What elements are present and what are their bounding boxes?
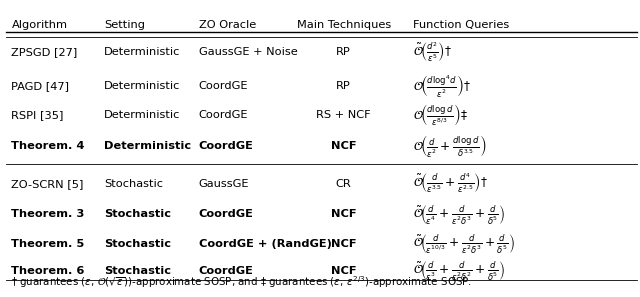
Text: GaussGE: GaussGE (198, 179, 249, 189)
Text: Theorem. 6: Theorem. 6 (12, 266, 85, 276)
Text: ZO Oracle: ZO Oracle (198, 20, 256, 30)
Text: Algorithm: Algorithm (12, 20, 67, 30)
Text: Function Queries: Function Queries (413, 20, 509, 30)
Text: $\tilde{\mathcal{O}}\!\left(\frac{d}{\epsilon^{3.5}}+\frac{d^4}{\epsilon^{2.5}}\: $\tilde{\mathcal{O}}\!\left(\frac{d}{\ep… (413, 172, 488, 195)
Text: $\mathcal{O}\!\left(\frac{d\log d}{\epsilon^{8/3}}\right)\!\ddagger$: $\mathcal{O}\!\left(\frac{d\log d}{\epsi… (413, 102, 468, 128)
Text: CR: CR (336, 179, 351, 189)
Text: RS + NCF: RS + NCF (316, 110, 371, 120)
Text: Deterministic: Deterministic (104, 141, 191, 151)
Text: Stochastic: Stochastic (104, 238, 171, 249)
Text: $\tilde{\mathcal{O}}\!\left(\frac{d^2}{\epsilon^5}\right)\!\dagger$: $\tilde{\mathcal{O}}\!\left(\frac{d^2}{\… (413, 40, 452, 64)
Text: Deterministic: Deterministic (104, 81, 180, 91)
Text: ZPSGD [27]: ZPSGD [27] (12, 47, 77, 57)
Text: GaussGE + Noise: GaussGE + Noise (198, 47, 298, 57)
Text: Setting: Setting (104, 20, 145, 30)
Text: $\mathcal{O}\!\left(\frac{d}{\epsilon^2}+\frac{d\log d}{\delta^{3.5}}\right)$: $\mathcal{O}\!\left(\frac{d}{\epsilon^2}… (413, 133, 486, 159)
Text: Theorem. 3: Theorem. 3 (12, 209, 85, 219)
Text: Theorem. 5: Theorem. 5 (12, 238, 84, 249)
Text: NCF: NCF (331, 209, 356, 219)
Text: Stochastic: Stochastic (104, 209, 171, 219)
Text: Theorem. 4: Theorem. 4 (12, 141, 85, 151)
Text: PAGD [47]: PAGD [47] (12, 81, 70, 91)
Text: Stochastic: Stochastic (104, 266, 171, 276)
Text: RSPI [35]: RSPI [35] (12, 110, 64, 120)
Text: $\tilde{\mathcal{O}}\!\left(\frac{d}{\epsilon^4}+\frac{d}{\epsilon^2\delta^3}+\f: $\tilde{\mathcal{O}}\!\left(\frac{d}{\ep… (413, 203, 505, 226)
Text: NCF: NCF (331, 141, 356, 151)
Text: $\tilde{\mathcal{O}}\!\left(\frac{d}{\epsilon^3}+\frac{d}{\epsilon^2\delta^2}+\f: $\tilde{\mathcal{O}}\!\left(\frac{d}{\ep… (413, 259, 505, 282)
Text: $\tilde{\mathcal{O}}\!\left(\frac{d}{\epsilon^{10/3}}+\frac{d}{\epsilon^2\delta^: $\tilde{\mathcal{O}}\!\left(\frac{d}{\ep… (413, 232, 515, 255)
Text: CoordGE: CoordGE (198, 209, 253, 219)
Text: Deterministic: Deterministic (104, 47, 180, 57)
Text: CoordGE: CoordGE (198, 141, 253, 151)
Text: NCF: NCF (331, 266, 356, 276)
Text: NCF: NCF (331, 238, 356, 249)
Text: CoordGE: CoordGE (198, 110, 248, 120)
Text: Stochastic: Stochastic (104, 179, 163, 189)
Text: ZO-SCRN [5]: ZO-SCRN [5] (12, 179, 84, 189)
Text: CoordGE + (RandGE): CoordGE + (RandGE) (198, 238, 332, 249)
Text: CoordGE: CoordGE (198, 81, 248, 91)
Text: $\mathcal{O}\!\left(\frac{d\log^4\!d}{\epsilon^2}\right)\!\dagger$: $\mathcal{O}\!\left(\frac{d\log^4\!d}{\e… (413, 73, 472, 99)
Text: Main Techniques: Main Techniques (296, 20, 391, 30)
Text: $\dagger$ guarantees $(\epsilon,\,\mathcal{O}(\sqrt{\epsilon}))$-approximate SOS: $\dagger$ guarantees $(\epsilon,\,\mathc… (12, 274, 472, 290)
Text: Deterministic: Deterministic (104, 110, 180, 120)
Text: RP: RP (336, 81, 351, 91)
Text: CoordGE: CoordGE (198, 266, 253, 276)
Text: RP: RP (336, 47, 351, 57)
